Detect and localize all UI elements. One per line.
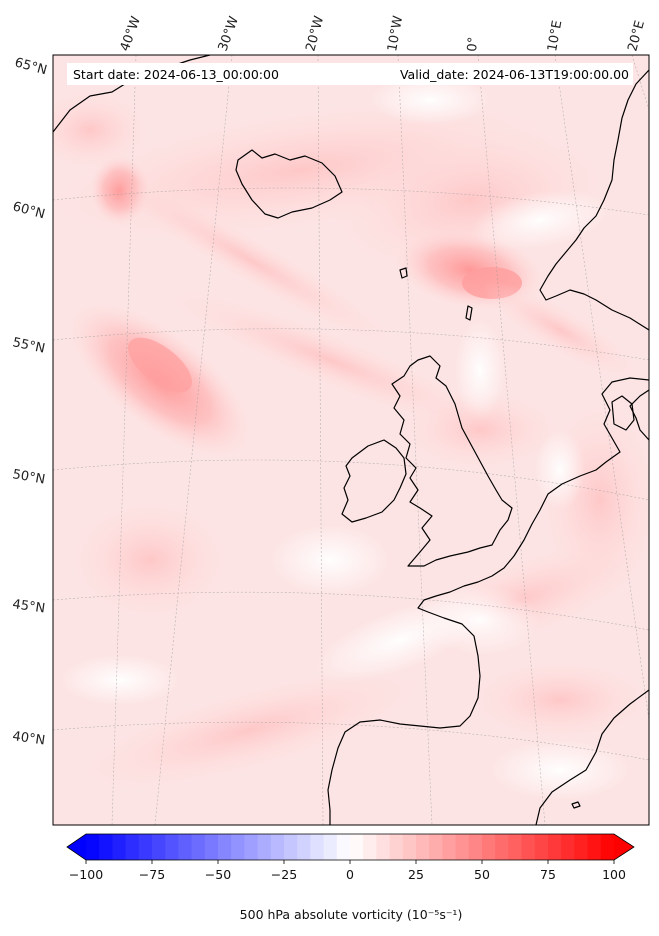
colorbar-tick-label: 0 <box>346 867 354 882</box>
latitude-labels: 65°N 60°N 55°N 50°N 45°N 40°N <box>11 55 49 748</box>
colorbar-cell <box>587 834 602 860</box>
map-panel: Start date: 2024-06-13_00:00:00 Valid_da… <box>53 55 649 825</box>
colorbar-cell <box>442 834 457 860</box>
colorbar-cell <box>165 834 179 860</box>
faroe-islands <box>399 267 408 279</box>
colorbar-cell <box>231 834 245 860</box>
meridian-30w <box>154 55 233 825</box>
colorbar-cell <box>86 834 100 860</box>
coastlines <box>53 55 649 825</box>
longitude-labels: 40°W 30°W 20°W 10°W 0° 10°E 20°E <box>118 14 648 53</box>
colorbar-cell <box>218 834 232 860</box>
colorbar: −100 −75 −50 −25 0 25 50 75 100 500 hPa absolute… <box>66 833 635 922</box>
colorbar-cell <box>257 834 272 860</box>
colorbar-label: 500 hPa absolute vorticity (10⁻⁵s⁻¹) <box>240 907 463 922</box>
ireland-coast <box>341 439 407 523</box>
meridian-40w <box>111 55 137 825</box>
colorbar-cell <box>548 834 562 860</box>
colorbar-tick-label: 50 <box>474 867 490 882</box>
colorbar-tick-label: −50 <box>205 867 231 882</box>
colorbar-cell <box>112 834 127 860</box>
colorbar-tick-label: 100 <box>602 867 626 882</box>
lat-label-40n: 40°N <box>11 729 46 748</box>
colorbar-cell <box>376 834 391 860</box>
colorbar-cell <box>125 834 140 860</box>
lat-label-50n: 50°N <box>11 467 46 487</box>
colorbar-cell <box>204 834 219 860</box>
header-box <box>67 63 633 85</box>
colorbar-cell <box>402 834 417 860</box>
parallel-60n <box>53 187 649 216</box>
parallel-40n <box>53 721 649 761</box>
colorbar-cell <box>270 834 285 860</box>
colorbar-tick-label: −25 <box>271 867 297 882</box>
colorbar-cell <box>574 834 589 860</box>
colorbar-cell <box>429 834 443 860</box>
colorbar-cells <box>86 834 615 860</box>
colorbar-cell <box>508 834 523 860</box>
lat-label-55n: 55°N <box>11 335 46 356</box>
colorbar-cell <box>310 834 325 860</box>
lon-label-10e: 10°E <box>545 19 565 52</box>
colorbar-cell <box>534 834 549 860</box>
colorbar-cell <box>455 834 470 860</box>
lon-label-20e: 20°E <box>625 19 648 53</box>
colorbar-cell <box>363 834 377 860</box>
parallel-45n <box>53 591 649 631</box>
colorbar-cell <box>468 834 483 860</box>
valid-date-label: Valid_date: 2024-06-13T19:00:00.00 <box>400 67 629 82</box>
iceland-coast <box>235 149 343 219</box>
colorbar-tick-label: 25 <box>408 867 424 882</box>
colorbar-cell <box>297 834 311 860</box>
colorbar-cell <box>191 834 206 860</box>
colorbar-cell <box>178 834 193 860</box>
lon-label-0: 0° <box>465 36 481 52</box>
colorbar-cell <box>495 834 509 860</box>
continental-coast <box>327 377 649 825</box>
colorbar-cell <box>99 834 113 860</box>
colorbar-cell <box>561 834 575 860</box>
colorbar-tick-label: −100 <box>69 867 103 882</box>
meridian-20e <box>631 55 649 111</box>
colorbar-ticks: −100 −75 −50 −25 0 25 50 75 100 <box>69 860 626 882</box>
graticule <box>53 55 649 825</box>
colorbar-cell <box>389 834 404 860</box>
meridian-20w <box>317 55 324 825</box>
lat-label-65n: 65°N <box>13 55 49 78</box>
colorbar-tick-label: −75 <box>139 867 165 882</box>
denmark-coast <box>611 395 635 431</box>
colorbar-cell <box>521 834 536 860</box>
parallel-50n <box>53 459 649 501</box>
colorbar-cell <box>138 834 153 860</box>
colorbar-extend-high <box>614 834 634 860</box>
colorbar-cell <box>416 834 430 860</box>
meridian-0 <box>477 55 546 825</box>
colorbar-cell <box>336 834 351 860</box>
small-island <box>571 801 581 809</box>
map-frame <box>52 54 650 826</box>
lon-label-40w: 40°W <box>118 14 144 53</box>
colorbar-cell <box>482 834 496 860</box>
lon-label-20w: 20°W <box>303 14 327 53</box>
colorbar-cell <box>600 834 615 860</box>
great-britain-coast <box>391 355 513 567</box>
lon-label-10w: 10°W <box>385 15 406 53</box>
iberia-coast <box>535 689 649 825</box>
lon-label-30w: 30°W <box>216 14 242 53</box>
meridian-10w <box>397 55 433 825</box>
shetland-islands <box>465 305 473 321</box>
colorbar-cell <box>152 834 166 860</box>
colorbar-extend-low <box>67 834 86 860</box>
lat-label-60n: 60°N <box>11 199 47 222</box>
vorticity-contours <box>53 75 649 800</box>
colorbar-cell <box>244 834 259 860</box>
lat-label-45n: 45°N <box>11 597 46 616</box>
colorbar-tick-label: 75 <box>540 867 556 882</box>
colorbar-cell <box>323 834 338 860</box>
colorbar-cell <box>350 834 364 860</box>
start-date-label: Start date: 2024-06-13_00:00:00 <box>73 67 279 82</box>
parallel-55n <box>53 328 649 361</box>
colorbar-cell <box>284 834 298 860</box>
